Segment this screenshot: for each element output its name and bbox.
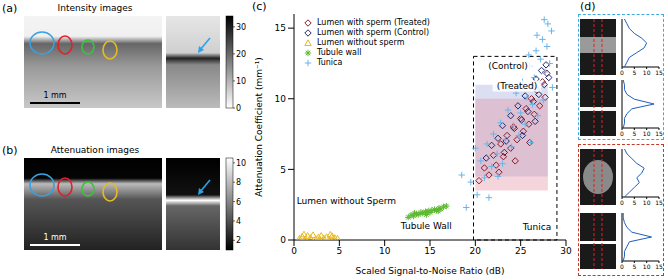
svg-text:8: 8 — [236, 178, 241, 187]
svg-text:1 mm: 1 mm — [43, 91, 66, 100]
svg-text:5: 5 — [632, 199, 636, 206]
svg-text:15: 15 — [655, 199, 663, 206]
html-text:Lumen with sperm (Control): Lumen with sperm (Control) — [317, 28, 429, 37]
svg-text:10: 10 — [236, 159, 246, 168]
svg-text:Attenuation Coefficient (mm⁻¹): Attenuation Coefficient (mm⁻¹) — [254, 57, 264, 197]
svg-text:25: 25 — [515, 246, 526, 256]
svg-text:0: 0 — [620, 199, 624, 206]
svg-text:0: 0 — [620, 69, 624, 76]
svg-text:15: 15 — [655, 69, 663, 76]
svg-text:(Control): (Control) — [488, 61, 528, 71]
svg-text:10: 10 — [379, 246, 391, 256]
svg-text:Attenuation images: Attenuation images — [51, 145, 140, 155]
svg-text:10: 10 — [643, 69, 651, 76]
svg-text:20: 20 — [470, 246, 482, 256]
svg-text:Tubule Wall: Tubule Wall — [400, 221, 452, 231]
svg-text:20: 20 — [236, 50, 246, 59]
html-text:Lumen with sperm (Treated): Lumen with sperm (Treated) — [317, 18, 430, 27]
svg-text:10: 10 — [643, 130, 651, 137]
svg-text:15: 15 — [655, 130, 663, 137]
svg-text:10: 10 — [275, 94, 287, 104]
svg-text:15: 15 — [424, 246, 435, 256]
svg-text:(Treated): (Treated) — [497, 81, 538, 91]
svg-text:5: 5 — [632, 263, 636, 270]
svg-text:1 mm: 1 mm — [43, 233, 66, 242]
svg-text:4: 4 — [236, 217, 241, 226]
svg-text:10: 10 — [236, 77, 246, 86]
svg-text:(a): (a) — [2, 2, 17, 15]
svg-text:30: 30 — [560, 246, 572, 256]
html-text:Tunica: Tunica — [317, 58, 343, 67]
svg-text:Lumen without Sperm: Lumen without Sperm — [297, 196, 396, 206]
svg-text:6: 6 — [236, 198, 241, 207]
svg-text:30: 30 — [236, 23, 246, 32]
html-text:(c): (c) — [252, 0, 267, 13]
svg-text:15: 15 — [655, 263, 663, 270]
svg-text:Tunica: Tunica — [522, 222, 552, 232]
svg-text:10: 10 — [643, 263, 651, 270]
html-text:(d): (d) — [580, 0, 596, 13]
svg-text:Intensity images: Intensity images — [58, 3, 133, 13]
svg-text:0: 0 — [236, 104, 241, 113]
svg-text:(b): (b) — [2, 144, 18, 157]
svg-text:10: 10 — [643, 199, 651, 206]
svg-text:0: 0 — [620, 130, 624, 137]
svg-text:0: 0 — [280, 235, 286, 245]
html-text:Lumen without sperm: Lumen without sperm — [317, 38, 405, 47]
svg-text:5: 5 — [632, 130, 636, 137]
html-text:Tubule wall: Tubule wall — [317, 48, 362, 57]
svg-text:0: 0 — [291, 246, 297, 256]
svg-text:2: 2 — [236, 236, 241, 245]
svg-text:Scaled Signal-to-Noise Ratio (: Scaled Signal-to-Noise Ratio (dB) — [356, 266, 505, 276]
svg-text:5: 5 — [280, 165, 286, 175]
svg-text:15: 15 — [275, 23, 286, 33]
svg-text:5: 5 — [632, 69, 636, 76]
svg-text:0: 0 — [620, 263, 624, 270]
svg-text:5: 5 — [336, 246, 342, 256]
